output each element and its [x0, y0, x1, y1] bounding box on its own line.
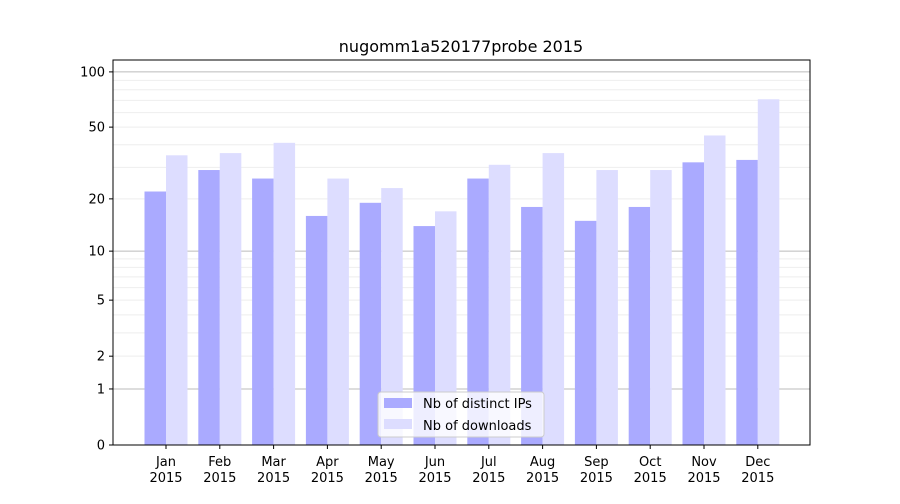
x-tick-label: Oct 2015 [634, 455, 667, 486]
legend-label-downloads: Nb of downloads [423, 419, 532, 434]
x-tick-label: Sep 2015 [580, 455, 613, 486]
x-tick-label: Apr 2015 [311, 455, 344, 486]
y-tick-label: 100 [80, 65, 105, 80]
bar-ips [736, 159, 758, 446]
bar-ips [574, 220, 597, 445]
y-tick-label: 1 [97, 382, 105, 397]
bar-ips [198, 170, 220, 445]
bar-ips [413, 226, 435, 445]
bar-downloads [273, 142, 296, 446]
x-tick-label: Feb 2015 [203, 455, 236, 486]
x-tick-label: Jul 2015 [472, 455, 505, 486]
x-tick-label: Dec 2015 [741, 455, 774, 486]
bar-downloads [327, 178, 349, 446]
bar-ips [252, 178, 274, 446]
y-tick-label: 50 [88, 121, 105, 136]
bar-ips [359, 202, 382, 445]
bar-downloads [596, 170, 618, 445]
bar-ips [305, 215, 328, 445]
x-tick-label: Jun 2015 [418, 455, 451, 486]
bar-ips [682, 162, 704, 445]
y-tick-label: 0 [97, 439, 105, 454]
x-tick-label: Nov 2015 [687, 455, 720, 486]
bar-ips [628, 206, 651, 445]
x-tick-label: Mar 2015 [257, 455, 290, 486]
y-tick-label: 2 [97, 350, 105, 365]
bar-downloads [757, 99, 780, 445]
legend-swatch-ips [384, 398, 412, 408]
bar-downloads [219, 153, 242, 445]
chart-title: nugomm1a520177probe 2015 [339, 37, 583, 56]
legend-label-ips: Nb of distinct IPs [423, 397, 532, 412]
legend-swatch-downloads [384, 419, 412, 429]
bar-downloads [488, 164, 511, 445]
y-tick-label: 5 [97, 294, 105, 309]
x-tick-label: Jan 2015 [149, 455, 182, 486]
bar-ips [521, 206, 543, 445]
legend: Nb of distinct IPs Nb of downloads [377, 391, 545, 438]
bar-downloads [166, 155, 188, 445]
x-tick-label: May 2015 [365, 455, 398, 486]
plot-frame [112, 59, 811, 446]
bar-downloads [435, 211, 457, 445]
y-tick-label: 20 [88, 192, 105, 207]
bar-downloads [704, 135, 726, 445]
bar-ips [144, 191, 166, 445]
bar-downloads [381, 188, 403, 445]
y-tick-label: 10 [88, 245, 105, 260]
bar-downloads [542, 153, 565, 445]
x-tick-label: Aug 2015 [526, 455, 559, 486]
bar-downloads [650, 170, 672, 445]
bar-ips [467, 178, 489, 446]
